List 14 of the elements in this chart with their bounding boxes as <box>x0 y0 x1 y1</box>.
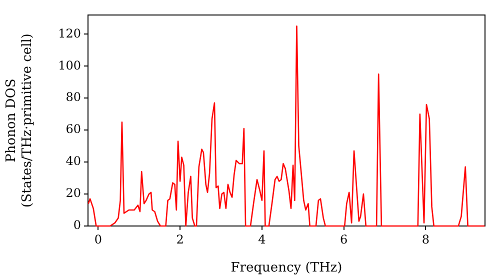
x-tick-label: 2 <box>176 232 184 246</box>
y-tick-label: 40 <box>66 154 81 168</box>
y-tick-label: 120 <box>58 26 81 40</box>
y-tick-label: 80 <box>66 90 81 104</box>
y-tick-label: 60 <box>66 122 81 136</box>
x-tick-label: 8 <box>422 232 430 246</box>
x-tick-label: 6 <box>340 232 348 246</box>
x-tick-label: 4 <box>258 232 266 246</box>
y-tick-label: 0 <box>73 218 81 232</box>
x-tick-label: 0 <box>94 232 102 246</box>
y-axis-title: Phonon DOS (States/THz·primitive cell) <box>4 33 35 208</box>
x-axis-title: Frequency (THz) <box>230 260 342 276</box>
y-tick-label: 100 <box>58 58 81 72</box>
y-tick-label: 20 <box>66 186 81 200</box>
